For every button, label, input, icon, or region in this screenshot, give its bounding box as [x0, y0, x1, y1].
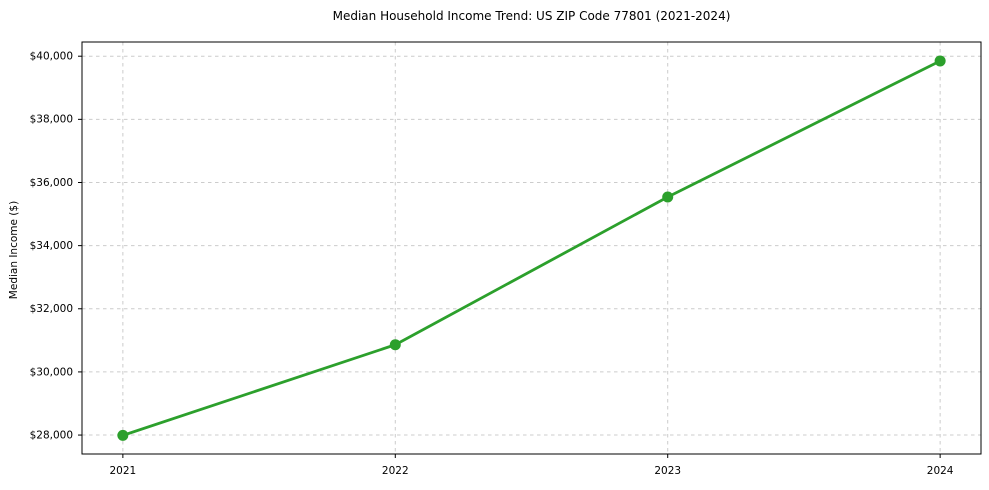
- y-tick-label: $40,000: [30, 51, 73, 63]
- x-tick-label: 2023: [654, 465, 681, 477]
- x-tick-label: 2022: [382, 465, 409, 477]
- income-trend-line: [121, 59, 942, 437]
- y-tick-label: $34,000: [30, 240, 73, 252]
- data-point-marker-2022: [389, 339, 401, 351]
- y-tick-label: $30,000: [30, 366, 73, 378]
- y-tick-label: $36,000: [30, 177, 73, 189]
- data-point-marker-2023: [662, 191, 674, 203]
- y-tick-label: $32,000: [30, 303, 73, 315]
- y-tick-label: $38,000: [30, 114, 73, 126]
- chart-title: Median Household Income Trend: US ZIP Co…: [332, 9, 731, 23]
- y-tick-label: $28,000: [30, 429, 73, 441]
- plot-frame: [81, 41, 982, 455]
- data-point-marker-2024: [934, 55, 946, 67]
- data-point-marker-2021: [117, 429, 129, 441]
- x-tick-label: 2021: [109, 465, 136, 477]
- x-tick-label: 2024: [927, 465, 954, 477]
